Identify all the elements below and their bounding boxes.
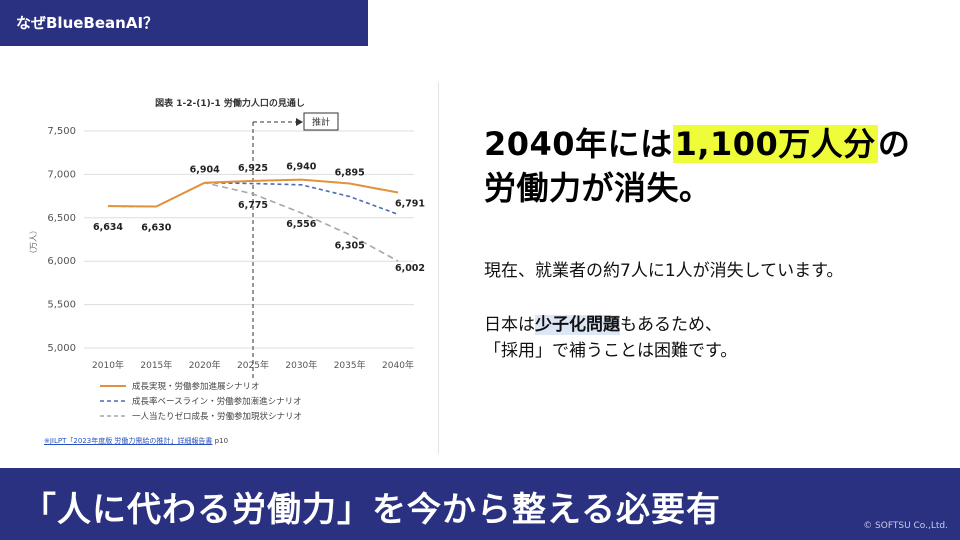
x-tick-label: 2040年 xyxy=(382,359,414,371)
projection-arrowhead xyxy=(296,118,303,126)
headline-line1: 2040年には1,100万人分の xyxy=(484,122,910,166)
y-tick-label: 6,500 xyxy=(47,213,76,224)
body-line2-highlight: 少子化問題 xyxy=(535,315,620,335)
source-note: ※JILPT「2023年度版 労働力需給の推計」詳細報告書 p10 xyxy=(44,436,228,446)
section-title-tab: なぜBlueBeanAI？ xyxy=(0,0,368,46)
headline-pre: 2040年には xyxy=(484,125,673,163)
body-line2-post: もあるため、 xyxy=(620,315,722,335)
y-tick-label: 6,000 xyxy=(47,256,76,267)
data-label: 6,634 xyxy=(93,222,123,233)
data-label: 6,895 xyxy=(335,168,365,179)
y-tick-label: 7,500 xyxy=(47,126,76,137)
x-tick-label: 2035年 xyxy=(334,359,366,371)
y-tick-label: 5,000 xyxy=(47,343,76,354)
x-tick-label: 2030年 xyxy=(285,359,317,371)
data-label: 6,940 xyxy=(286,162,316,173)
data-label: 6,002 xyxy=(395,263,425,274)
data-label: 6,305 xyxy=(335,241,365,252)
legend-label: 一人当たりゼロ成長・労働参加現状シナリオ xyxy=(132,411,302,422)
x-tick-label: 2015年 xyxy=(140,359,172,371)
series-line xyxy=(107,178,399,208)
x-tick-label: 2020年 xyxy=(189,359,221,371)
data-label: 6,925 xyxy=(238,163,268,174)
legend-label: 成長率ベースライン・労働参加漸進シナリオ xyxy=(132,396,302,407)
copyright: © SOFTSU Co.,Ltd. xyxy=(863,521,948,531)
chart-title: 図表 1-2-(1)-1 労働力人口の見通し xyxy=(155,97,305,109)
x-tick-label: 2010年 xyxy=(92,359,124,371)
data-label: 6,791 xyxy=(395,199,425,210)
data-label: 6,775 xyxy=(238,200,268,211)
data-label: 6,904 xyxy=(190,165,220,176)
data-label: 6,630 xyxy=(141,223,171,234)
y-tick-label: 7,000 xyxy=(47,169,76,180)
headline-line2: 労働力が消失。 xyxy=(484,169,712,207)
bottom-banner: 「人に代わる労働力」を今から整える必要有 © SOFTSU Co.,Ltd. xyxy=(0,468,960,540)
headline: 2040年には1,100万人分の 労働力が消失。 xyxy=(484,122,910,210)
projection-label: 推計 xyxy=(312,116,330,128)
banner-message: 「人に代わる労働力」を今から整える必要有 xyxy=(22,490,721,530)
y-tick-label: 5,500 xyxy=(47,300,76,311)
body-line3: 「採用」で補うことは困難です。 xyxy=(484,341,738,361)
series-line xyxy=(107,181,399,216)
headline-post: の xyxy=(877,125,911,163)
body-line2: 日本は少子化問題もあるため、 xyxy=(484,312,737,338)
chart-panel: 図表 1-2-(1)-1 労働力人口の見通し 7,500 7,000 6,500 6,0… xyxy=(22,82,439,454)
labor-force-chart: 図表 1-2-(1)-1 労働力人口の見通し 7,500 7,000 6,500 6,0… xyxy=(29,97,425,422)
x-tick-label: 2025年 xyxy=(237,359,269,371)
body-line2-pre: 日本は xyxy=(484,315,535,335)
source-link[interactable]: ※JILPT「2023年度版 労働力需給の推計」詳細報告書 xyxy=(44,437,213,445)
series-line xyxy=(107,181,399,262)
body-line1: 現在、就業者の約7人に1人が消失しています。 xyxy=(484,261,844,281)
section-title: なぜBlueBeanAI？ xyxy=(16,14,159,32)
body-paragraph: 日本は少子化問題もあるため、 「採用」で補うことは困難です。 xyxy=(484,312,737,364)
y-axis-label: （万人） xyxy=(29,226,38,258)
headline-highlight: 1,100万人分 xyxy=(672,125,878,163)
data-label: 6,556 xyxy=(286,219,316,230)
legend-label: 成長実現・労働参加進展シナリオ xyxy=(132,381,260,392)
source-page: p10 xyxy=(214,437,229,445)
projection-box xyxy=(303,112,339,131)
